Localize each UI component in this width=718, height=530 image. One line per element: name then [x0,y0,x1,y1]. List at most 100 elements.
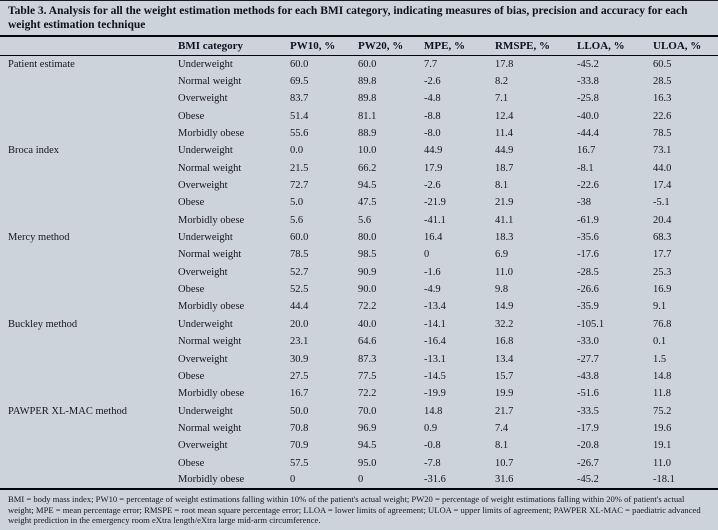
value-cell: 60.0 [358,58,377,70]
header-row: BMI category PW10, % PW20, % MPE, % RMSP… [0,37,718,56]
method-cell [0,194,170,211]
method-cell [0,420,170,437]
table-row: Morbidly obese 44.4 72.2 -13.4 14.9 -35.9 9.1 [0,298,718,315]
value-cell: -4.9 [424,284,441,296]
bmi-category-cell: Obese [178,457,205,469]
value-cell: -33.0 [577,336,599,348]
bmi-category-cell: Overweight [178,266,228,278]
value-cell: 9.1 [653,301,667,313]
value-cell: -33.5 [577,405,599,417]
value-cell: 60.0 [290,58,309,70]
value-cell: 70.9 [290,440,309,452]
value-cell: -0.8 [424,440,441,452]
value-cell: -61.9 [577,214,599,226]
bmi-category-cell: Underweight [178,232,233,244]
value-cell: 17.7 [653,249,672,261]
value-cell: 64.6 [358,336,377,348]
table-body: Patient estimate Underweight 60.0 60.0 7.7 17… [0,56,718,490]
value-cell: 40.0 [358,318,377,330]
method-cell: Patient estimate [8,58,75,70]
bmi-category-cell: Underweight [178,318,233,330]
method-cell [0,73,170,90]
value-cell: 20.4 [653,214,672,226]
value-cell: 72.2 [358,301,377,313]
value-cell: 20.0 [290,318,309,330]
method-cell [0,368,170,385]
value-cell: -1.6 [424,266,441,278]
method-cell [0,108,170,125]
bmi-category-cell: Morbidly obese [178,301,245,313]
value-cell: 90.0 [358,284,377,296]
value-cell: 94.5 [358,180,377,192]
method-cell [0,472,170,489]
method-cell [0,246,170,263]
table-row: Mercy method Underweight 60.0 80.0 16.4 18.3 -… [0,229,718,246]
bmi-category-cell: Obese [178,370,205,382]
bmi-category-cell: Overweight [178,93,228,105]
value-cell: 95.0 [358,457,377,469]
table-row: PAWPER XL-MAC method Underweight 50.0 70.0 1… [0,402,718,419]
value-cell: 28.5 [653,76,672,88]
method-cell: PAWPER XL-MAC method [8,405,127,417]
value-cell: 22.6 [653,110,672,122]
value-cell: 44.4 [290,301,309,313]
value-cell: 0 [424,249,430,261]
value-cell: 14.9 [495,301,514,313]
value-cell: 17.9 [424,162,443,174]
value-cell: -31.6 [424,474,446,486]
value-cell: 10.0 [358,145,377,157]
value-cell: -2.6 [424,76,441,88]
value-cell: 88.9 [358,128,377,140]
bmi-category-cell: Overweight [178,180,228,192]
bmi-category-cell: Morbidly obese [178,214,245,226]
value-cell: 7.7 [424,58,438,70]
value-cell: 68.3 [653,232,672,244]
value-cell: 69.5 [290,76,309,88]
value-cell: 21.7 [495,405,514,417]
value-cell: 10.7 [495,457,514,469]
value-cell: 14.8 [653,370,672,382]
value-cell: -8.1 [577,162,594,174]
table-row: Obese 57.5 95.0 -7.8 10.7 -26.7 11.0 [0,454,718,471]
method-cell [0,298,170,315]
value-cell: 8.1 [495,440,509,452]
header-pw10: PW10, % [282,37,350,56]
value-cell: -28.5 [577,266,599,278]
value-cell: -14.1 [424,318,446,330]
method-cell [0,177,170,194]
bmi-category-cell: Obese [178,110,205,122]
value-cell: -8.8 [424,110,441,122]
value-cell: -20.8 [577,440,599,452]
value-cell: 19.9 [495,388,514,400]
bmi-category-cell: Normal weight [178,336,242,348]
value-cell: -19.9 [424,388,446,400]
value-cell: -27.7 [577,353,599,365]
value-cell: -16.4 [424,336,446,348]
value-cell: 44.0 [653,162,672,174]
value-cell: 8.2 [495,76,509,88]
value-cell: 66.2 [358,162,377,174]
value-cell: 13.4 [495,353,514,365]
method-cell [0,385,170,402]
bmi-category-cell: Obese [178,284,205,296]
value-cell: 11.0 [495,266,513,278]
method-cell [0,333,170,350]
bmi-category-cell: Underweight [178,405,233,417]
table-row: Obese 5.0 47.5 -21.9 21.9 -38 -5.1 [0,194,718,211]
table-row: Morbidly obese 16.7 72.2 -19.9 19.9 -51.6 11.8 [0,385,718,402]
value-cell: -51.6 [577,388,599,400]
value-cell: 0 [358,474,364,486]
header-bmi-category: BMI category [170,37,282,56]
value-cell: -40.0 [577,110,599,122]
value-cell: -4.8 [424,93,441,105]
value-cell: 16.4 [424,232,443,244]
value-cell: 72.7 [290,180,309,192]
table-title: Table 3. Analysis for all the weight est… [0,1,718,37]
bmi-category-cell: Normal weight [178,162,242,174]
value-cell: 72.2 [358,388,377,400]
value-cell: 89.8 [358,76,377,88]
value-cell: 70.8 [290,422,309,434]
table-row: Obese 52.5 90.0 -4.9 9.8 -26.6 16.9 [0,281,718,298]
bmi-category-cell: Morbidly obese [178,388,245,400]
